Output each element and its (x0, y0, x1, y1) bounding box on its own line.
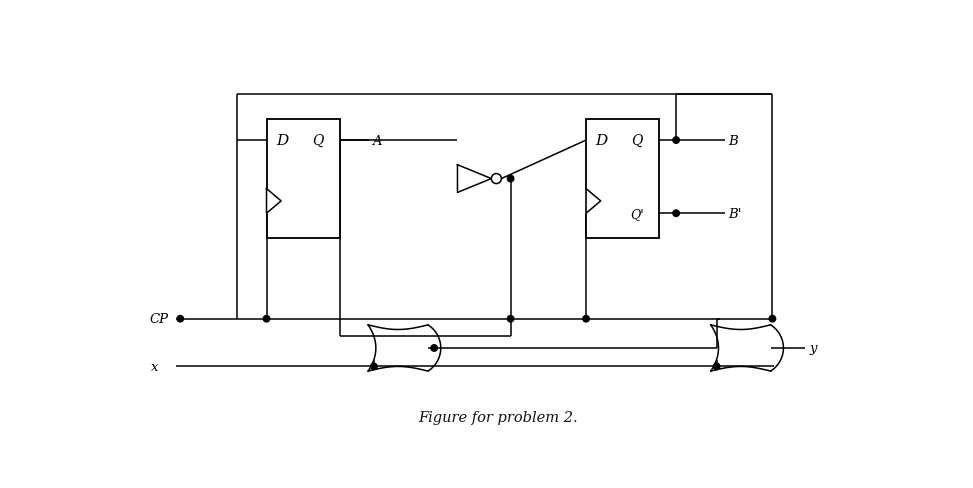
Circle shape (177, 316, 184, 322)
Text: A: A (372, 134, 381, 147)
Polygon shape (457, 165, 491, 193)
Bar (586, 119, 660, 238)
Text: Q': Q' (630, 207, 643, 220)
Text: D: D (275, 134, 288, 148)
Text: CP: CP (150, 313, 168, 325)
Text: B: B (729, 134, 739, 147)
Circle shape (507, 316, 514, 322)
Circle shape (371, 364, 378, 370)
Circle shape (770, 316, 775, 322)
Circle shape (264, 316, 270, 322)
Text: B': B' (729, 207, 741, 220)
Circle shape (491, 174, 501, 184)
Text: Q: Q (312, 134, 323, 148)
Circle shape (507, 176, 514, 183)
Text: x: x (151, 360, 159, 373)
Polygon shape (586, 189, 600, 214)
Bar (267, 119, 340, 238)
Circle shape (673, 138, 679, 144)
Text: D: D (595, 134, 607, 148)
Text: y: y (810, 342, 816, 355)
Text: Q: Q (631, 134, 643, 148)
Circle shape (583, 316, 590, 322)
Circle shape (673, 210, 679, 217)
Text: Figure for problem 2.: Figure for problem 2. (418, 410, 578, 425)
Circle shape (431, 345, 438, 351)
Circle shape (713, 364, 720, 370)
Polygon shape (267, 189, 281, 214)
